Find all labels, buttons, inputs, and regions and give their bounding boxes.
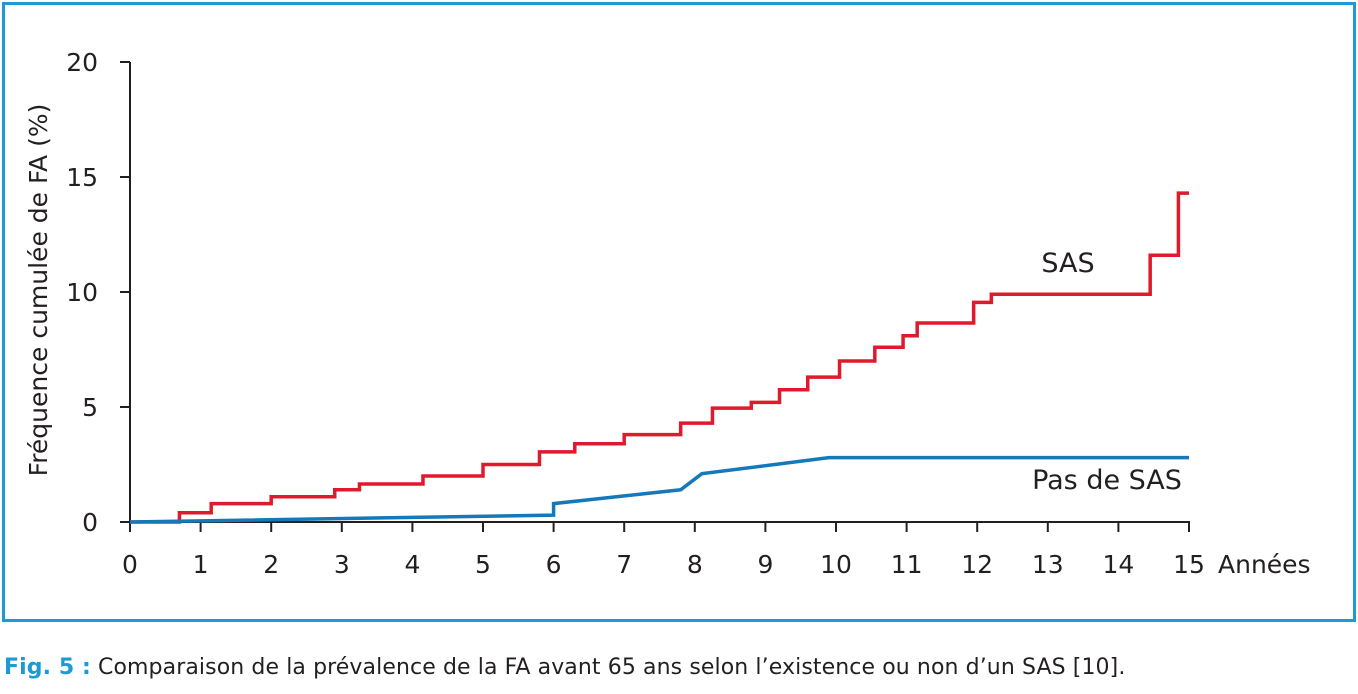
x-tick-label: 2 (263, 550, 279, 579)
x-tick-label: 8 (687, 550, 703, 579)
x-tick-label: 13 (1032, 550, 1064, 579)
x-tick-label: 4 (404, 550, 420, 579)
labels-layer: SAS Pas de SAS (1032, 248, 1182, 496)
x-tick-label: 1 (193, 550, 209, 579)
caption-lead: Fig. 5 : (4, 655, 91, 680)
axes: 0 1 2 3 4 5 6 7 8 9 10 11 12 13 14 1505101520AnnéesFréq… (24, 48, 1311, 579)
caption-text: Comparaison de la prévalence de la FA av… (90, 655, 1126, 680)
x-tick-label: 14 (1102, 550, 1134, 579)
figure-caption: Fig. 5 : Comparaison de la prévalence de… (4, 655, 1125, 680)
x-tick-label: 5 (475, 550, 491, 579)
x-tick-label: 12 (961, 550, 993, 579)
y-tick-label: 0 (82, 508, 98, 537)
y-tick-label: 10 (66, 278, 98, 307)
series-line-sas (130, 191, 1189, 524)
cumulative-af-chart: 0 1 2 3 4 5 6 7 8 9 10 11 12 13 14 1505101520AnnéesFréq… (24, 48, 1311, 579)
series-line-pas-de-sas (129, 455, 1189, 524)
figure-frame (2, 2, 1356, 622)
x-tick-label: 0 (122, 550, 138, 579)
y-tick-label: 5 (82, 393, 98, 422)
y-tick-label: 15 (66, 163, 98, 192)
x-tick-label: 7 (616, 550, 632, 579)
x-tick-label: 11 (891, 550, 923, 579)
x-tick-label: 3 (334, 550, 350, 579)
y-tick-label: 20 (66, 48, 98, 77)
series-layer (129, 191, 1189, 524)
x-tick-label: 6 (546, 550, 562, 579)
x-tick-label: 9 (757, 550, 773, 579)
x-tick-label: 10 (820, 550, 852, 579)
y-axis-label: Fréquence cumulée de FA (%) (24, 104, 53, 477)
x-tick-label: 15 (1173, 550, 1205, 579)
x-axis-label: Années (1218, 550, 1311, 579)
series-label-pas-de-sas: Pas de SAS (1032, 465, 1182, 496)
series-label-sas: SAS (1041, 248, 1094, 279)
